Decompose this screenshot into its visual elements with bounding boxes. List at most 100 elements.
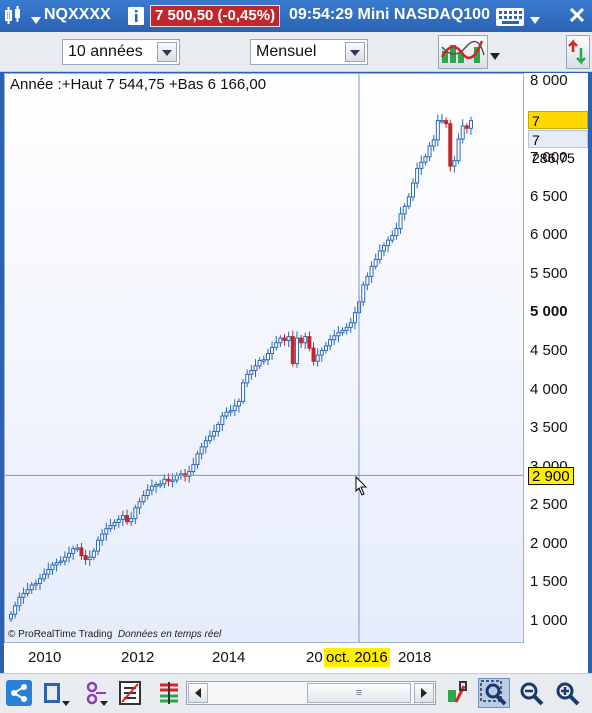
candle: [17, 592, 22, 612]
candlestick-plot[interactable]: [5, 74, 524, 643]
candle: [307, 331, 312, 352]
candle: [91, 547, 96, 561]
candle: [116, 515, 121, 528]
chevron-down-icon[interactable]: [31, 12, 41, 30]
candle: [162, 474, 167, 489]
candle: [236, 398, 241, 413]
candle: [187, 465, 192, 483]
candle: [195, 450, 200, 469]
candle: [265, 348, 270, 366]
candle: [75, 543, 80, 552]
candle: [402, 203, 407, 221]
cursor-date-tag: oct. 2016: [324, 648, 390, 667]
copyright-text: © ProRealTime Trading Données en temps r…: [8, 629, 221, 640]
candle: [410, 178, 415, 202]
list-icon[interactable]: [118, 680, 144, 706]
auto-scale-icon[interactable]: [444, 680, 470, 706]
candle: [299, 335, 304, 349]
candle: [87, 550, 92, 567]
time-axis[interactable]: 2010 2012 2014 20 oct. 2016 2018: [4, 643, 588, 673]
candlestick-icon[interactable]: [4, 6, 22, 31]
symbol-label[interactable]: NQXXXX: [44, 6, 111, 23]
order-book-icon[interactable]: [156, 680, 182, 706]
candle: [220, 412, 225, 432]
chevron-down-icon[interactable]: [100, 694, 108, 712]
candle: [340, 327, 345, 336]
copyright-owner: © ProRealTime Trading: [8, 629, 113, 640]
candle: [120, 510, 125, 526]
close-icon[interactable]: [569, 7, 585, 27]
share-icon[interactable]: [6, 680, 32, 706]
indicators-button[interactable]: [438, 35, 488, 69]
mouse-cursor-icon: [355, 476, 368, 496]
candle: [212, 424, 217, 441]
chevron-down-icon[interactable]: [62, 694, 70, 712]
zoom-area-icon[interactable]: [478, 678, 510, 708]
candle: [178, 469, 183, 480]
candle: [100, 529, 105, 546]
candle: [444, 117, 449, 128]
candle: [344, 323, 349, 335]
x-tick-2012: 2012: [121, 649, 155, 666]
candle: [282, 334, 287, 346]
candle: [253, 359, 258, 378]
candle: [290, 330, 295, 367]
candle: [245, 369, 250, 388]
chevron-down-icon[interactable]: [157, 42, 177, 62]
interval-select[interactable]: Mensuel: [250, 39, 368, 65]
y-tick-label: 4 500: [530, 342, 568, 359]
candle: [448, 119, 453, 172]
candle: [274, 335, 279, 351]
crosshair: [5, 74, 523, 642]
zoom-in-icon[interactable]: [554, 680, 580, 706]
y-tick-label: 2 000: [530, 534, 568, 552]
candle: [386, 236, 391, 253]
candle: [352, 306, 357, 330]
candle: [25, 582, 30, 597]
candle: [294, 331, 299, 368]
zoom-out-icon[interactable]: [518, 680, 544, 706]
candle: [278, 335, 283, 347]
candle: [336, 325, 341, 343]
y-tick-label: 4 000: [530, 380, 568, 398]
drawing-tools-icon[interactable]: [82, 680, 108, 706]
y-tick-label: 1 500: [530, 573, 568, 591]
interval-select-value: Mensuel: [256, 43, 317, 60]
info-icon[interactable]: [128, 7, 144, 30]
candle: [207, 430, 212, 444]
candle: [13, 601, 18, 619]
bottom-toolbar: ≡: [0, 673, 592, 713]
candle: [348, 317, 353, 333]
chart-toolbar: 10 années Mensuel: [0, 32, 592, 72]
price-chart[interactable]: Année :+Haut 7 544,75 +Bas 6 166,00 © Pr…: [4, 73, 524, 643]
candle: [377, 244, 382, 264]
copyright-note: Données en temps réel: [117, 629, 222, 640]
candle: [203, 435, 208, 454]
candle: [29, 581, 34, 594]
chevron-down-icon[interactable]: [530, 12, 540, 30]
candle: [270, 341, 275, 361]
keyboard-icon[interactable]: [495, 7, 525, 32]
time-instrument-label: 09:54:29 Mini NASDAQ100: [289, 6, 490, 23]
period-select[interactable]: 10 années: [62, 39, 180, 65]
candle: [137, 497, 142, 515]
scroll-right-arrow[interactable]: [414, 683, 434, 703]
toggle-orders-button[interactable]: [566, 35, 590, 69]
scroll-left-arrow[interactable]: [188, 683, 208, 703]
layout-icon[interactable]: [42, 680, 68, 706]
candle: [369, 261, 374, 283]
chevron-down-icon[interactable]: [345, 42, 365, 62]
candle: [67, 546, 72, 563]
candle: [62, 551, 67, 566]
candle: [112, 519, 117, 530]
candle: [33, 579, 38, 591]
y-tick-label: 1 000: [530, 612, 568, 629]
candle: [42, 568, 47, 582]
chart-scrollbar[interactable]: ≡: [186, 681, 436, 705]
candle: [261, 355, 266, 365]
scroll-thumb[interactable]: ≡: [307, 683, 411, 703]
candle: [50, 561, 55, 575]
chevron-down-icon[interactable]: [490, 48, 500, 66]
candle: [303, 332, 308, 350]
